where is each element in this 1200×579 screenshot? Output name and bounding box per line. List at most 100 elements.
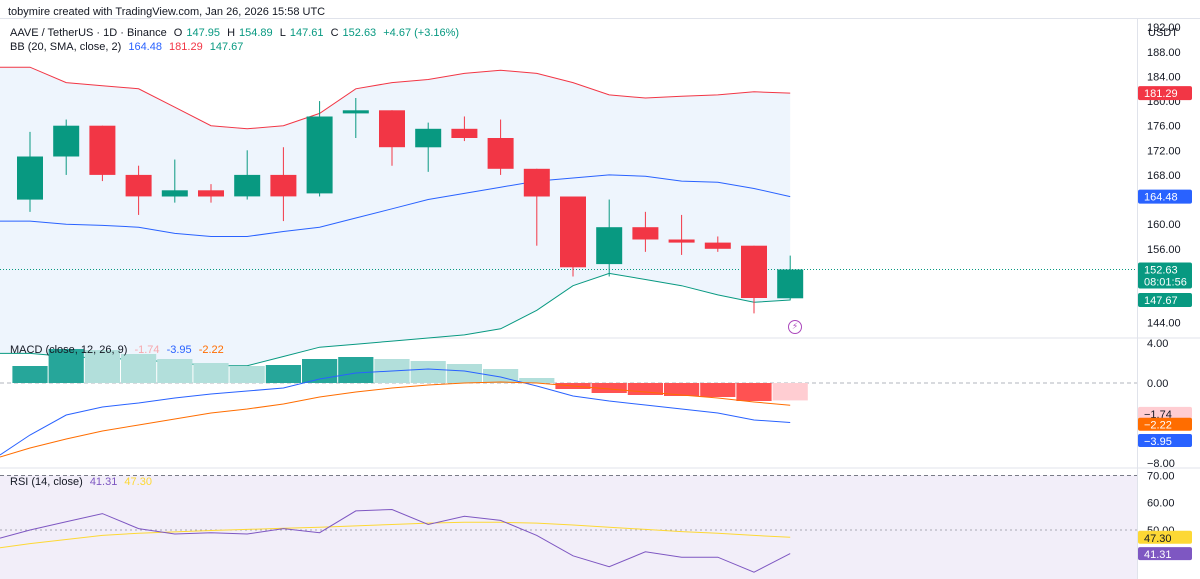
rsi-tick-label: 60.00 <box>1147 498 1175 510</box>
badge-rsi-text: 41.31 <box>1144 549 1172 561</box>
bb-basis-value: 164.48 <box>128 41 162 53</box>
macd-histogram-bar <box>338 357 374 383</box>
bb-fill <box>0 67 791 366</box>
macd-histogram-bar <box>410 361 446 383</box>
price-tick-label: 156.00 <box>1147 244 1181 256</box>
badge-macd-hist-bg <box>1138 406 1192 420</box>
candle-body <box>487 138 514 169</box>
price-tick-label: 176.00 <box>1147 121 1181 133</box>
candle-body <box>198 190 224 197</box>
badge-rsi-ma: 47.30 <box>1138 530 1192 545</box>
price-tick-label: 188.00 <box>1147 47 1181 59</box>
badge-bb-upper-text: 181.29 <box>1144 88 1178 100</box>
macd-signal-value: -2.22 <box>198 344 224 356</box>
close-label: C <box>330 27 339 39</box>
price-tick-label: 144.00 <box>1147 318 1181 330</box>
macd-histogram-bar <box>265 365 301 383</box>
badge-bb-lower-bg <box>1138 293 1192 307</box>
currency-text: USDT <box>1148 27 1178 39</box>
macd-histogram-bar <box>483 369 519 383</box>
candle-body <box>415 128 442 148</box>
price-tick-label: 184.00 <box>1147 72 1181 84</box>
macd-histogram-bar <box>193 363 229 383</box>
candle-body <box>270 174 297 197</box>
badge-bb-lower: 147.67 <box>1138 293 1192 307</box>
candle-body <box>560 196 586 268</box>
bb-upper-line <box>0 66 791 130</box>
candle-body <box>379 110 405 148</box>
badge-last-price-text: 08:01:56 <box>1144 277 1187 289</box>
badge-bb-basis: 164.48 <box>1138 189 1192 204</box>
macd-line <box>0 368 791 456</box>
candle-body <box>596 227 623 265</box>
rsi-ma-value: 47.30 <box>124 476 152 488</box>
change-value: +4.67 (+3.16%) <box>383 27 460 39</box>
rsi-ma-line <box>0 521 791 549</box>
rsi-line <box>0 508 791 573</box>
high-value: 154.89 <box>239 27 273 39</box>
badge-macd-line-text: −3.95 <box>1144 436 1172 448</box>
rsi-value: 41.31 <box>89 476 118 488</box>
macd-histogram-bar <box>772 383 808 401</box>
candle-body <box>741 245 767 298</box>
candle-body <box>451 128 478 138</box>
bollinger-bands <box>0 66 791 367</box>
macd-histogram-bar <box>519 378 555 383</box>
badge-rsi-ma-bg <box>1138 530 1192 544</box>
macd-histogram-bar <box>700 383 736 397</box>
candle-body <box>125 174 152 197</box>
price-tick-label: 192.00 <box>1147 22 1181 34</box>
close-value: 152.63 <box>342 27 377 39</box>
macd-legend-title[interactable]: MACD (close, 12, 26, 9) <box>10 344 128 356</box>
badge-rsi: 41.31 <box>1138 547 1192 561</box>
candle-body <box>17 156 43 200</box>
badge-rsi-bg <box>1138 547 1192 561</box>
candle-body <box>523 168 550 197</box>
macd-tick-label: 4.00 <box>1147 338 1168 350</box>
macd-histogram-bar <box>229 366 265 383</box>
axis-badges: 181.29152.6308:01:56164.48147.67−1.74−2.… <box>1138 86 1192 561</box>
badge-bb-lower-text: 147.67 <box>1144 295 1178 307</box>
macd-histogram-bar <box>12 366 48 383</box>
macd-legend[interactable]: MACD (close, 12, 26, 9) -1.74 -3.95 -2.2… <box>10 344 228 356</box>
credit-text: tobymire created with TradingView.com, J… <box>8 6 326 18</box>
rsi-legend-title[interactable]: RSI (14, close) <box>10 476 83 488</box>
badge-macd-signal-text: −2.22 <box>1144 420 1172 432</box>
candle-body <box>53 125 80 157</box>
badge-rsi-ma-text: 47.30 <box>1144 533 1172 545</box>
macd-histogram-bar <box>446 364 482 383</box>
macd-histogram-bar <box>736 383 772 401</box>
macd-histogram-bar <box>664 383 700 396</box>
badge-macd-line: −3.95 <box>1138 434 1192 448</box>
badge-last-price-bg <box>1138 262 1192 289</box>
rsi-legend[interactable]: RSI (14, close) 41.31 47.30 <box>10 476 156 488</box>
macd-panel <box>0 349 1137 458</box>
badge-macd-signal: −2.22 <box>1138 417 1192 432</box>
bb-legend-title[interactable]: BB (20, SMA, close, 2) <box>10 41 122 53</box>
bb-upper-value: 181.29 <box>169 41 203 53</box>
candle-body <box>89 125 116 175</box>
candle-body <box>342 110 369 114</box>
macd-histogram-bar <box>48 349 84 383</box>
bb-legend[interactable]: BB (20, SMA, close, 2) 164.48 181.29 147… <box>10 41 247 53</box>
rsi-band <box>0 475 1137 579</box>
macd-histogram-bar <box>591 383 627 393</box>
candle-body <box>306 116 333 194</box>
candles <box>0 98 1137 314</box>
symbol-legend[interactable]: AAVE / TetherUS · 1D · Binance O 147.95 H… <box>10 27 463 39</box>
symbol-title[interactable]: AAVE / TetherUS · 1D · Binance <box>10 27 167 39</box>
flash-icon[interactable]: ⚡ <box>788 320 802 334</box>
currency-label[interactable]: USDT <box>1148 27 1178 39</box>
price-tick-label: 168.00 <box>1147 170 1181 182</box>
badge-macd-line-bg <box>1138 434 1192 447</box>
badge-bb-upper-bg <box>1138 86 1192 101</box>
high-label: H <box>227 27 236 39</box>
candle-body <box>704 242 731 249</box>
low-label: L <box>279 27 286 39</box>
price-tick-label: 160.00 <box>1147 219 1181 231</box>
candle-body <box>161 190 188 197</box>
candle-body <box>234 174 261 197</box>
